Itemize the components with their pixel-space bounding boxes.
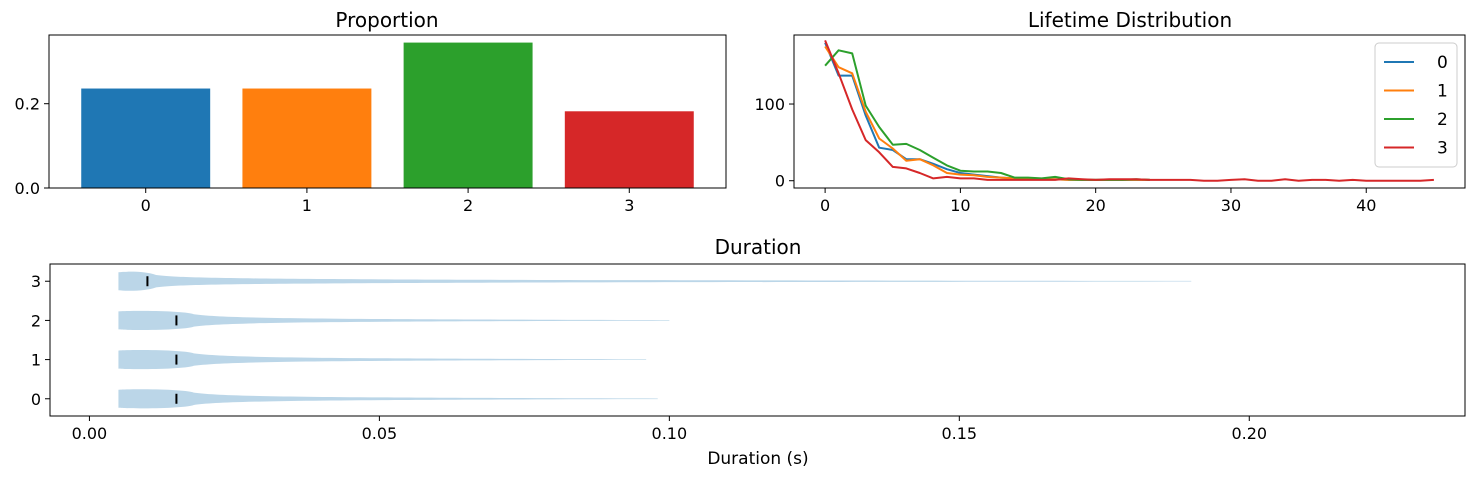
lifetime-xtick-label: 30 (1221, 196, 1241, 215)
duration-ytick-label: 2 (31, 311, 41, 330)
lifetime-distribution-chart: Lifetime Distribution 0 10 20 30 40 0 100 0 1 2… (754, 8, 1466, 215)
lifetime-xtick-label: 0 (820, 196, 830, 215)
duration-plot-frame (49, 263, 1466, 417)
proportion-bar-3 (564, 111, 694, 188)
lifetime-xtick-label: 10 (950, 196, 970, 215)
lifetime-xtick-label: 40 (1356, 196, 1376, 215)
duration-violin-3 (118, 271, 1192, 291)
duration-xtick-label: 0.20 (1231, 424, 1267, 443)
lifetime-series-3-line (824, 40, 1434, 182)
proportion-ytick-label: 0.0 (15, 179, 40, 198)
proportion-bar-0 (81, 88, 211, 188)
lifetime-xtick-label: 20 (1085, 196, 1105, 215)
duration-violin-2 (118, 310, 670, 330)
lifetime-series-2-line (824, 49, 1150, 181)
lifetime-legend: 0 1 2 3 (1374, 42, 1458, 168)
legend-label-2: 2 (1437, 110, 1448, 130)
duration-ytick-label: 1 (31, 351, 41, 370)
duration-xtick-label: 0.10 (652, 424, 688, 443)
duration-ytick-label: 3 (31, 272, 41, 291)
legend-label-3: 3 (1437, 139, 1448, 159)
proportion-bar-1 (242, 88, 372, 188)
duration-violin-1 (118, 350, 647, 370)
legend-label-0: 0 (1437, 53, 1448, 73)
proportion-ytick-label: 0.2 (15, 95, 40, 114)
duration-xtick-label: 0.15 (941, 424, 977, 443)
lifetime-title: Lifetime Distribution (1028, 8, 1232, 32)
duration-title: Duration (715, 235, 802, 259)
legend-label-1: 1 (1437, 82, 1448, 102)
proportion-xtick-label: 3 (624, 196, 634, 215)
lifetime-series-0-line (824, 42, 1150, 181)
proportion-xtick-label: 2 (463, 196, 473, 215)
duration-chart: Duration 0.00 0.05 0.10 0.15 0.20 0 1 2 3 Durat… (31, 235, 1466, 469)
proportion-title: Proportion (335, 8, 438, 32)
duration-xtick-label: 0.05 (362, 424, 398, 443)
proportion-chart: Proportion 0 1 2 3 0.0 0.2 (15, 8, 727, 215)
duration-xtick-label: 0.00 (72, 424, 108, 443)
lifetime-ytick-label: 0 (775, 172, 785, 191)
proportion-xtick-label: 0 (141, 196, 151, 215)
lifetime-ytick-label: 100 (754, 95, 785, 114)
proportion-bar-2 (403, 42, 533, 188)
duration-ytick-label: 0 (31, 390, 41, 409)
proportion-plot-frame (48, 34, 727, 189)
lifetime-series-1-line (824, 45, 1150, 181)
duration-xlabel: Duration (s) (707, 449, 808, 469)
proportion-xtick-label: 1 (302, 196, 312, 215)
legend-box (1374, 42, 1458, 168)
duration-violin-0 (118, 389, 658, 409)
lifetime-plot-frame (793, 34, 1466, 189)
